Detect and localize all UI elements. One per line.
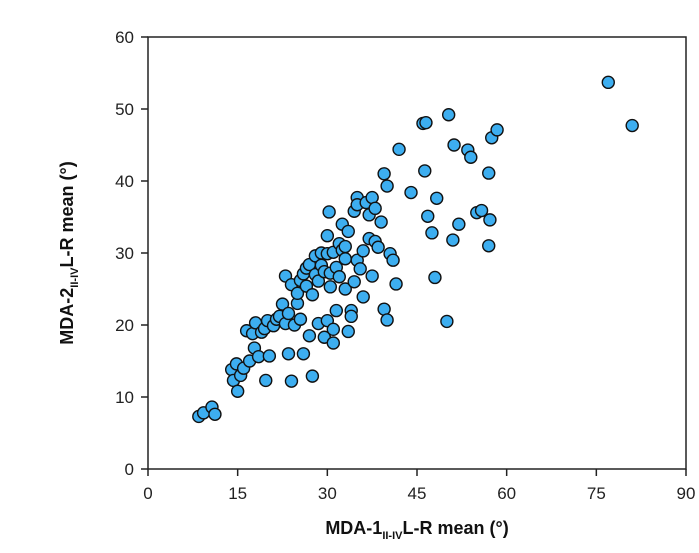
scatter-point bbox=[386, 253, 400, 267]
y-tick-label: 60 bbox=[115, 28, 134, 47]
y-axis-ticks: 0 10 20 30 40 50 60 bbox=[115, 28, 148, 479]
x-axis-title: MDA-1II-IVL-R mean (°) bbox=[325, 518, 508, 542]
scatter-point bbox=[447, 138, 461, 152]
scatter-point bbox=[425, 226, 439, 240]
x-tick-label: 90 bbox=[677, 484, 696, 503]
scatter-point bbox=[368, 201, 382, 216]
scatter-point bbox=[365, 190, 379, 205]
scatter-point bbox=[302, 329, 317, 343]
y-tick-label: 10 bbox=[115, 388, 134, 407]
scatter-point bbox=[326, 322, 341, 337]
scatter-point bbox=[464, 150, 478, 164]
scatter-point bbox=[419, 115, 433, 130]
scatter-point bbox=[323, 280, 338, 294]
scatter-point bbox=[374, 215, 388, 229]
scatter-point bbox=[262, 349, 277, 363]
scatter-point bbox=[290, 286, 305, 301]
scatter-point bbox=[377, 302, 391, 316]
y-tick-label: 30 bbox=[115, 244, 134, 263]
points-layer bbox=[192, 75, 639, 424]
y-tick-label: 0 bbox=[125, 460, 134, 479]
scatter-point bbox=[421, 209, 435, 223]
x-tick-label: 75 bbox=[587, 484, 606, 503]
scatter-point bbox=[482, 239, 496, 253]
scatter-point bbox=[392, 142, 406, 157]
scatter-point bbox=[418, 164, 432, 178]
scatter-point bbox=[441, 108, 456, 122]
y-tick-label: 50 bbox=[115, 100, 134, 119]
y-axis-title-suffix: L-R mean (°) bbox=[57, 161, 77, 267]
scatter-point bbox=[428, 270, 442, 285]
scatter-point bbox=[452, 217, 466, 231]
x-tick-label: 0 bbox=[143, 484, 152, 503]
scatter-point bbox=[275, 297, 290, 311]
scatter-point bbox=[281, 306, 296, 321]
scatter-point bbox=[332, 270, 346, 284]
scatter-point bbox=[329, 303, 343, 318]
scatter-point bbox=[440, 314, 454, 329]
scatter-point bbox=[311, 274, 326, 288]
x-axis-title-prefix: MDA-1 bbox=[325, 518, 382, 538]
y-tick-label: 20 bbox=[115, 316, 134, 335]
scatter-point bbox=[305, 288, 320, 302]
scatter-point bbox=[389, 277, 403, 291]
scatter-point bbox=[490, 123, 504, 137]
scatter-point bbox=[341, 224, 355, 239]
scatter-point bbox=[322, 205, 336, 219]
scatter-point bbox=[353, 262, 367, 276]
scatter-point bbox=[293, 312, 308, 326]
x-tick-label: 15 bbox=[228, 484, 247, 503]
x-axis-ticks: 0 15 30 45 60 75 90 bbox=[143, 469, 695, 503]
scatter-point bbox=[356, 290, 370, 304]
scatter-point bbox=[483, 213, 497, 227]
scatter-point bbox=[380, 313, 394, 327]
scatter-point bbox=[341, 324, 355, 339]
x-tick-label: 60 bbox=[497, 484, 516, 503]
x-axis-title-suffix: L-R mean (°) bbox=[402, 518, 508, 538]
scatter-point bbox=[380, 179, 394, 193]
scatter-point bbox=[208, 407, 222, 421]
scatter-point bbox=[320, 229, 335, 243]
y-axis-title-prefix: MDA-2 bbox=[57, 288, 77, 345]
scatter-point bbox=[347, 275, 361, 289]
scatter-point bbox=[482, 166, 496, 180]
scatter-point bbox=[326, 336, 341, 350]
scatter-point bbox=[601, 75, 615, 90]
x-axis-title-subscript: II-IV bbox=[382, 530, 403, 542]
scatter-point bbox=[474, 203, 489, 218]
scatter-point bbox=[446, 233, 460, 247]
y-axis-title-subscript: II-IV bbox=[69, 267, 81, 288]
scatter-point bbox=[284, 374, 299, 388]
scatter-point bbox=[344, 309, 358, 324]
plot-area bbox=[147, 36, 687, 470]
scatter-point bbox=[259, 373, 273, 388]
scatter-point bbox=[365, 269, 379, 283]
scatter-point bbox=[338, 239, 352, 254]
scatter-point bbox=[430, 191, 444, 205]
x-tick-label: 45 bbox=[408, 484, 427, 503]
scatter-point bbox=[305, 369, 320, 383]
scatter-point bbox=[296, 347, 311, 361]
scatter-point bbox=[281, 347, 296, 361]
scatter-point bbox=[338, 282, 352, 296]
scatter-point bbox=[338, 252, 352, 266]
y-tick-label: 40 bbox=[115, 172, 134, 191]
scatter-point bbox=[371, 240, 385, 254]
plot-frame bbox=[147, 36, 687, 470]
scatter-point bbox=[356, 244, 370, 258]
scatter-point bbox=[404, 185, 418, 200]
scatter-point bbox=[377, 167, 391, 181]
scatter-point bbox=[230, 384, 245, 398]
scatter-point bbox=[625, 118, 639, 133]
y-axis-title: MDA-2II-IVL-R mean (°) bbox=[57, 161, 81, 344]
x-tick-label: 30 bbox=[318, 484, 337, 503]
